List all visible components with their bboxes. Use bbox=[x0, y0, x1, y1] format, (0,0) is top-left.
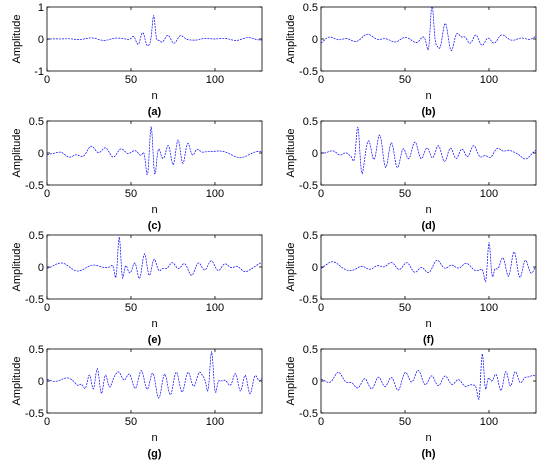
x-tick-label: 50 bbox=[399, 302, 411, 314]
y-axis-label: Amplitude bbox=[285, 357, 297, 406]
series-line bbox=[321, 126, 536, 175]
x-tick-label: 100 bbox=[206, 188, 224, 200]
y-tick-label: 0 bbox=[38, 262, 44, 274]
y-tick-label: 0 bbox=[312, 148, 318, 160]
y-tick-label: 0 bbox=[312, 376, 318, 388]
y-tick-label: -0.5 bbox=[299, 180, 318, 192]
plot-frame bbox=[46, 6, 263, 72]
x-axis-label: n bbox=[425, 432, 431, 444]
y-axis-label: Amplitude bbox=[285, 129, 297, 178]
panel-caption: (g) bbox=[147, 448, 161, 460]
y-axis-label: Amplitude bbox=[11, 15, 23, 64]
x-tick-label: 50 bbox=[125, 416, 137, 428]
series-line bbox=[47, 126, 262, 176]
y-axis-label: Amplitude bbox=[11, 129, 23, 178]
series-line bbox=[321, 242, 536, 283]
y-axis-label: Amplitude bbox=[285, 15, 297, 64]
y-tick-label: 0.5 bbox=[29, 230, 44, 242]
x-tick-label: 50 bbox=[125, 302, 137, 314]
y-axis-label: Amplitude bbox=[11, 243, 23, 292]
panel-caption: (c) bbox=[148, 220, 162, 232]
y-axis-label: Amplitude bbox=[285, 243, 297, 292]
x-tick-label: 50 bbox=[399, 188, 411, 200]
x-tick-label: 100 bbox=[206, 416, 224, 428]
x-axis-label: n bbox=[151, 318, 157, 330]
series-line bbox=[321, 7, 536, 52]
y-tick-label: 0.5 bbox=[303, 344, 318, 356]
x-tick-label: 0 bbox=[318, 416, 324, 428]
x-tick-label: 0 bbox=[44, 302, 50, 314]
x-tick-label: 100 bbox=[206, 74, 224, 86]
x-tick-label: 50 bbox=[125, 188, 137, 200]
y-tick-label: -0.5 bbox=[299, 294, 318, 306]
series-line bbox=[47, 236, 262, 280]
x-axis-label: n bbox=[425, 204, 431, 216]
x-tick-label: 0 bbox=[318, 302, 324, 314]
x-tick-label: 0 bbox=[318, 74, 324, 86]
y-tick-label: 0 bbox=[312, 34, 318, 46]
y-tick-label: 0.5 bbox=[303, 2, 318, 14]
y-tick-label: -0.5 bbox=[299, 408, 318, 420]
series-line bbox=[321, 353, 536, 401]
y-tick-label: 0.5 bbox=[303, 116, 318, 128]
panel-caption: (e) bbox=[148, 334, 162, 346]
x-axis-label: n bbox=[151, 432, 157, 444]
x-tick-label: 0 bbox=[318, 188, 324, 200]
panel-caption: (a) bbox=[148, 106, 162, 118]
x-tick-label: 0 bbox=[44, 416, 50, 428]
plot-frame bbox=[46, 120, 263, 186]
x-tick-label: 0 bbox=[44, 188, 50, 200]
panel-caption: (d) bbox=[421, 220, 435, 232]
x-axis-label: n bbox=[425, 318, 431, 330]
y-tick-label: 0.5 bbox=[29, 116, 44, 128]
y-tick-label: 0 bbox=[38, 376, 44, 388]
y-tick-label: 0 bbox=[38, 148, 44, 160]
y-tick-label: 0.5 bbox=[29, 344, 44, 356]
x-tick-label: 0 bbox=[44, 74, 50, 86]
plot-frame bbox=[46, 348, 263, 414]
plot-frame bbox=[320, 6, 537, 72]
x-axis-label: n bbox=[151, 90, 157, 102]
y-tick-label: -0.5 bbox=[25, 180, 44, 192]
series-line bbox=[47, 351, 262, 399]
x-tick-label: 50 bbox=[125, 74, 137, 86]
panel-caption: (b) bbox=[421, 106, 435, 118]
x-tick-label: 50 bbox=[399, 74, 411, 86]
x-tick-label: 100 bbox=[480, 74, 498, 86]
plot-frame bbox=[320, 120, 537, 186]
y-tick-label: -0.5 bbox=[25, 294, 44, 306]
plot-frame bbox=[46, 234, 263, 300]
y-tick-label: 1 bbox=[38, 2, 44, 14]
x-axis-label: n bbox=[425, 90, 431, 102]
y-tick-label: 0 bbox=[38, 34, 44, 46]
y-tick-label: 0.5 bbox=[303, 230, 318, 242]
panel-caption: (f) bbox=[423, 334, 434, 346]
x-tick-label: 100 bbox=[480, 302, 498, 314]
y-tick-label: -0.5 bbox=[25, 408, 44, 420]
x-axis-label: n bbox=[151, 204, 157, 216]
x-tick-label: 100 bbox=[480, 416, 498, 428]
x-tick-label: 100 bbox=[206, 302, 224, 314]
panel-caption: (h) bbox=[421, 448, 435, 460]
y-tick-label: -0.5 bbox=[299, 66, 318, 78]
plot-frame bbox=[320, 234, 537, 300]
y-axis-label: Amplitude bbox=[11, 357, 23, 406]
y-tick-label: 0 bbox=[312, 262, 318, 274]
y-tick-label: -1 bbox=[34, 66, 44, 78]
x-tick-label: 100 bbox=[480, 188, 498, 200]
series-line bbox=[47, 15, 262, 47]
x-tick-label: 50 bbox=[399, 416, 411, 428]
